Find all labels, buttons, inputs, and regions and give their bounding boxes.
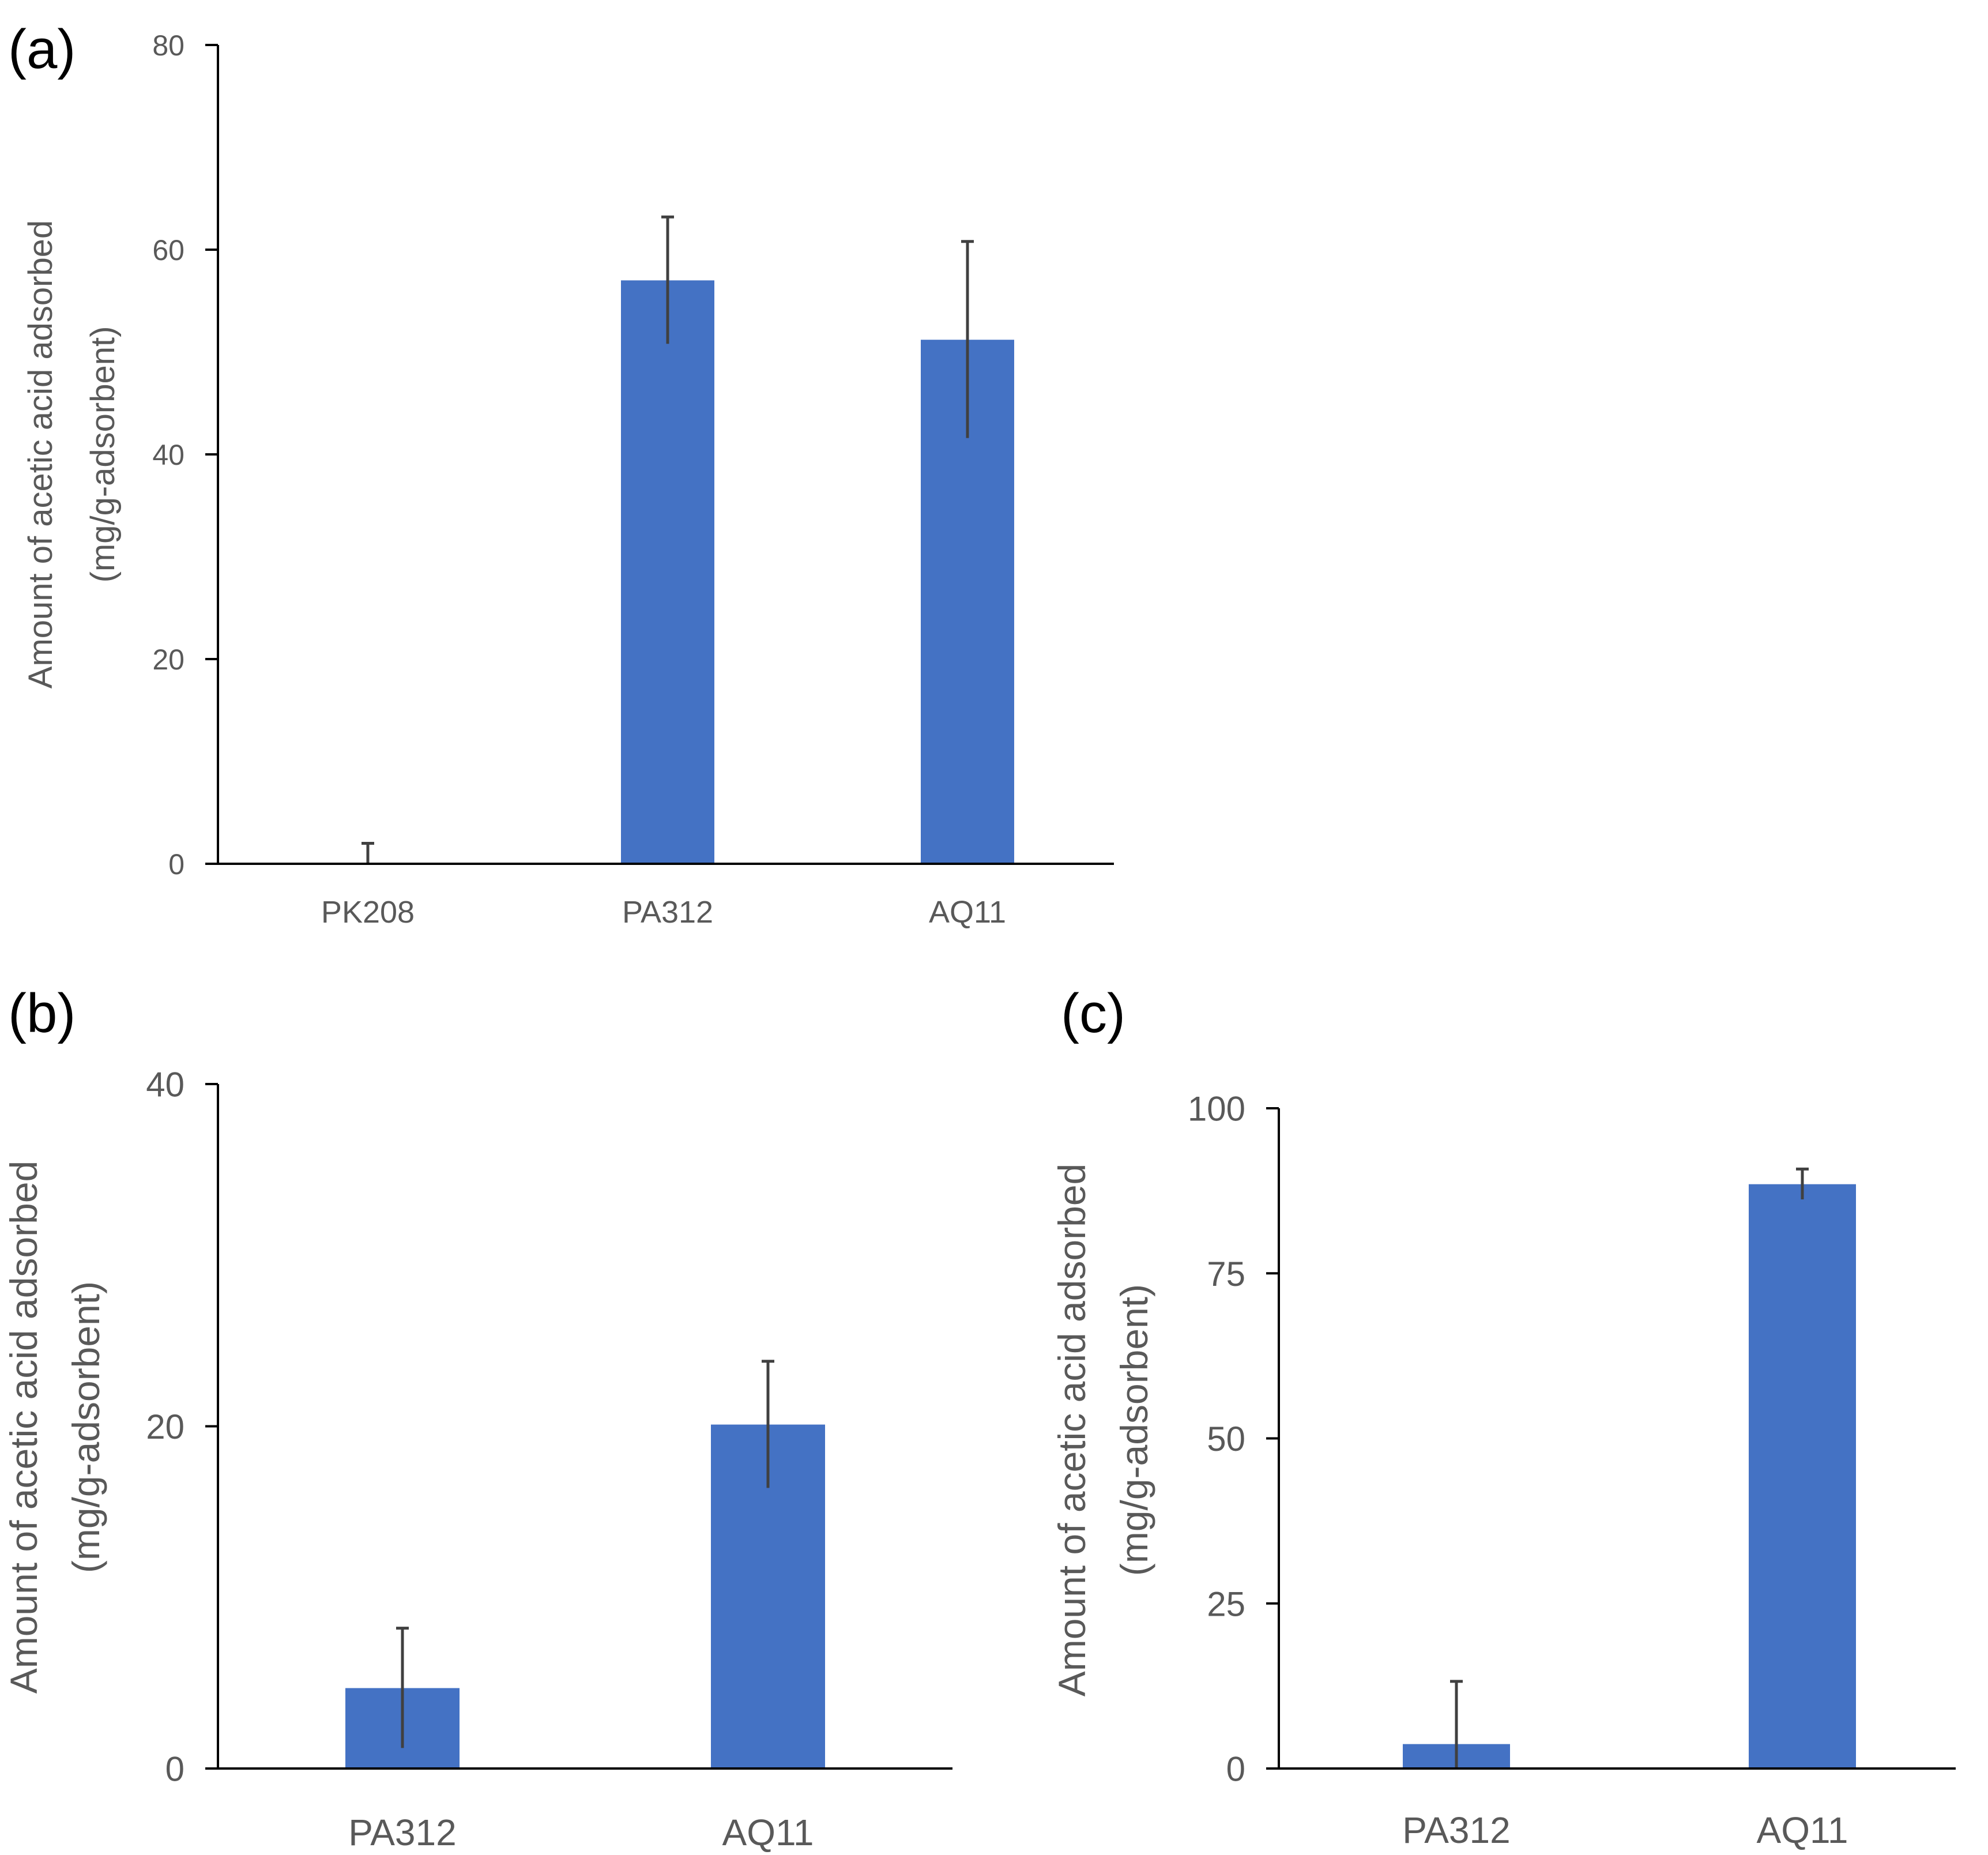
category-label-aq11: AQ11 <box>1757 1809 1848 1851</box>
chart-panel-c: 0 25 50 75 100 PA312 AQ11 Amount of acetic acid… <box>1051 1090 1956 1851</box>
y-tick-label: 0 <box>1226 1750 1245 1789</box>
y-axis-unit: (mg/g-adsorbent) <box>65 1281 107 1573</box>
y-tick-label: 20 <box>152 644 185 676</box>
y-tick-label: 20 <box>146 1408 185 1446</box>
chart-panel-a: 0 20 40 60 80 PK208 PA312 AQ11 Amount of acetic … <box>22 29 1114 930</box>
panel-label-a: (a) <box>8 18 76 80</box>
y-tick-label: 40 <box>146 1066 185 1104</box>
chart-panel-b: 0 20 40 PA312 AQ11 Amount of acetic acid adso… <box>2 1066 952 1853</box>
y-axis-unit: (mg/g-adsorbent) <box>84 326 122 583</box>
y-tick-label: 0 <box>165 1750 185 1789</box>
category-label-pa312: PA312 <box>1402 1809 1510 1851</box>
y-tick-label: 80 <box>152 29 185 62</box>
category-label-pa312: PA312 <box>348 1812 456 1853</box>
y-tick-label: 25 <box>1207 1585 1245 1623</box>
y-tick-label: 50 <box>1207 1420 1245 1458</box>
y-axis-title: Amount of acetic acid adsorbed <box>2 1161 45 1694</box>
category-label-pa312: PA312 <box>622 895 713 930</box>
category-label-aq11: AQ11 <box>929 895 1006 930</box>
y-tick-label: 75 <box>1207 1255 1245 1293</box>
y-tick-label: 0 <box>168 848 185 881</box>
bar-aq11 <box>1749 1184 1856 1769</box>
panel-label-c: (c) <box>1061 983 1125 1044</box>
category-label-aq11: AQ11 <box>722 1812 814 1853</box>
panel-label-b: (b) <box>8 983 76 1044</box>
category-label-pk208: PK208 <box>321 895 415 930</box>
y-tick-label: 60 <box>152 234 185 266</box>
bar-pa312 <box>621 280 714 864</box>
y-axis-title: Amount of acetic acid adsorbed <box>1051 1164 1093 1697</box>
y-tick-label: 100 <box>1188 1090 1245 1128</box>
y-axis-title: Amount of acetic acid adsorbed <box>22 220 59 688</box>
y-tick-label: 40 <box>152 439 185 471</box>
y-axis-unit: (mg/g-adsorbent) <box>1113 1284 1155 1576</box>
